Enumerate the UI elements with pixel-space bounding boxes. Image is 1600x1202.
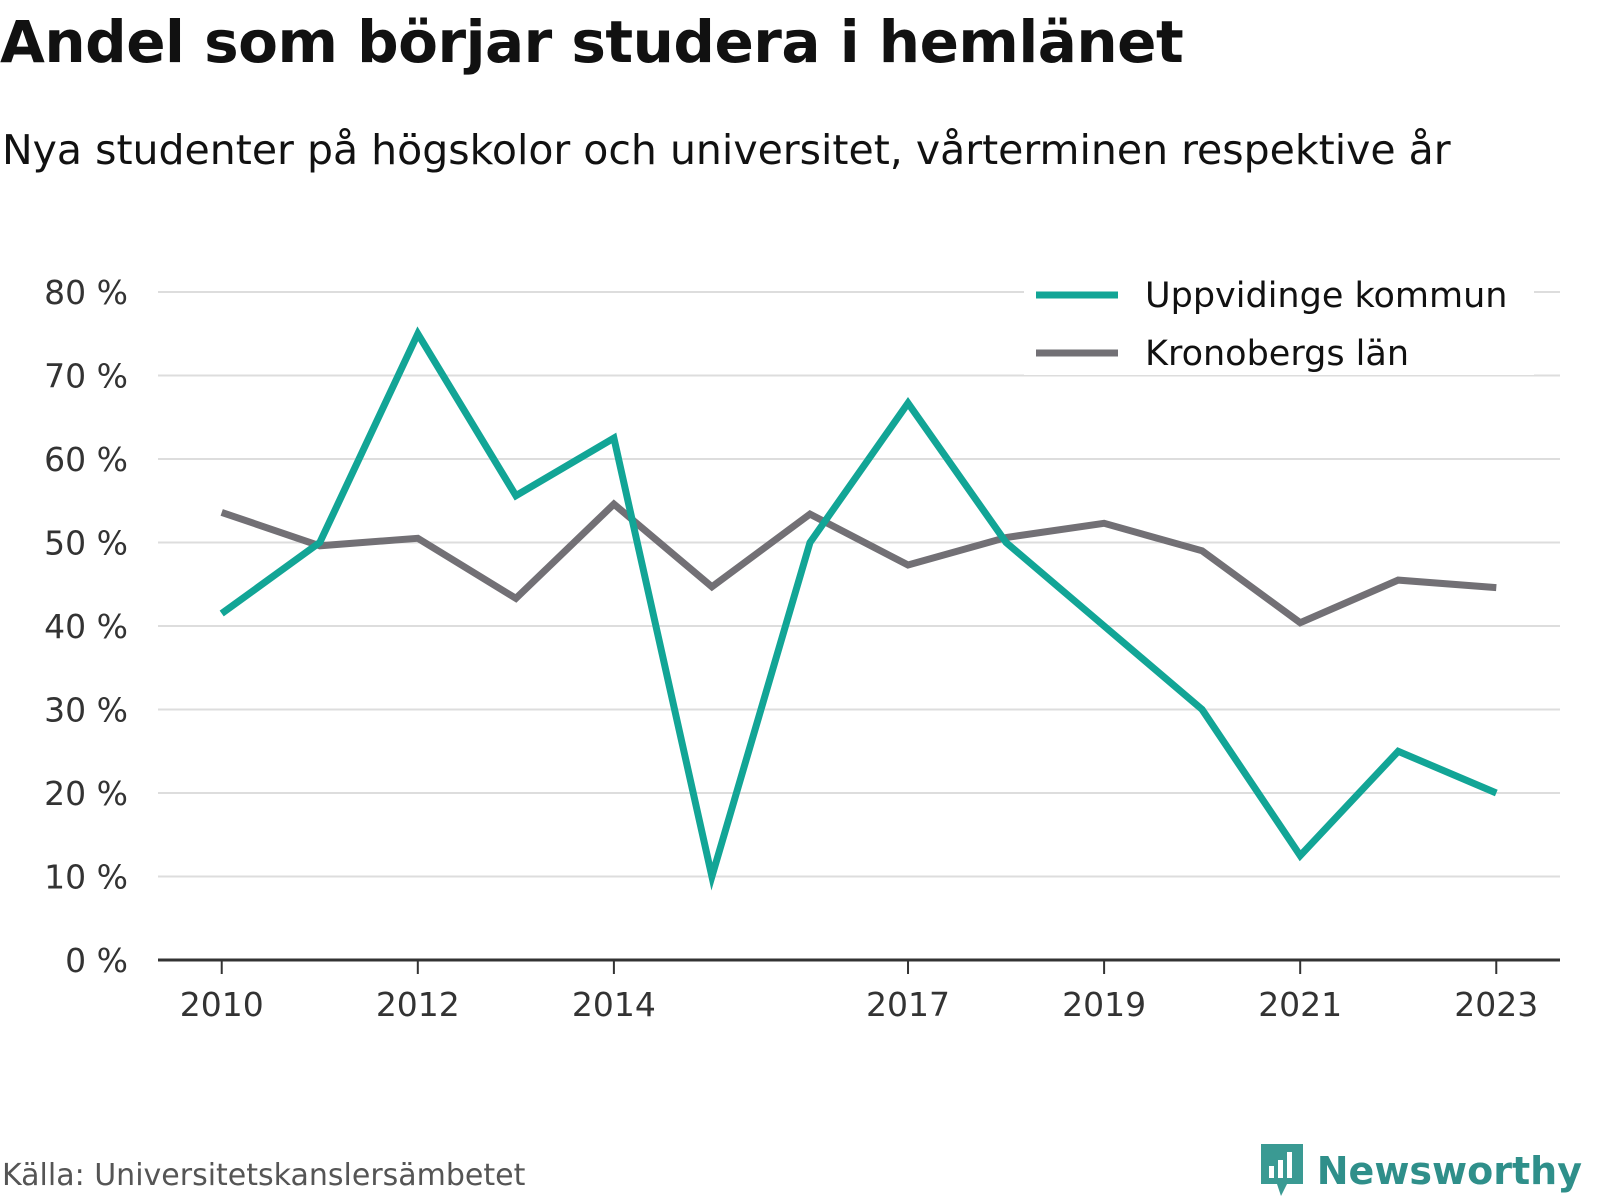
x-tick-label: 2021 <box>1258 985 1342 1024</box>
x-tick-label: 2012 <box>376 985 460 1024</box>
x-tick-label: 2023 <box>1454 985 1538 1024</box>
source-note: Källa: Universitetskanslersämbetet <box>2 1158 525 1193</box>
y-tick-label: 10 % <box>44 858 128 897</box>
newsworthy-logo-icon <box>1257 1140 1307 1202</box>
x-axis-tick-labels: 2010 2012 2014 2017 2019 2021 2023 <box>180 985 1539 1024</box>
x-tick-label: 2019 <box>1062 985 1146 1024</box>
y-tick-label: 70 % <box>44 357 128 396</box>
brand: Newsworthy <box>1257 1140 1582 1202</box>
legend: Uppvidinge kommun Kronobergs län <box>1024 270 1534 375</box>
legend-label: Uppvidinge kommun <box>1145 276 1507 316</box>
series-lines <box>222 334 1497 877</box>
y-tick-label: 0 % <box>65 941 128 980</box>
brand-name: Newsworthy <box>1317 1149 1582 1193</box>
x-tick-label: 2014 <box>572 985 656 1024</box>
y-axis-tick-labels: 0 % 10 % 20 % 30 % 40 % 50 % 60 % 70 % 80 % <box>44 273 128 980</box>
y-tick-label: 30 % <box>44 691 128 730</box>
y-tick-label: 50 % <box>44 524 128 563</box>
y-tick-label: 60 % <box>44 440 128 479</box>
x-tick-label: 2017 <box>866 985 950 1024</box>
series-line-1 <box>222 504 1497 623</box>
y-tick-label: 80 % <box>44 273 128 312</box>
y-tick-label: 40 % <box>44 607 128 646</box>
x-tick-label: 2010 <box>180 985 264 1024</box>
line-chart: 0 % 10 % 20 % 30 % 40 % 50 % 60 % 70 % 80 % 2010… <box>0 0 1600 1130</box>
x-axis <box>158 960 1560 974</box>
y-tick-label: 20 % <box>44 774 128 813</box>
gridlines <box>158 292 1560 877</box>
legend-label: Kronobergs län <box>1145 334 1409 374</box>
series-line-0 <box>222 334 1497 877</box>
